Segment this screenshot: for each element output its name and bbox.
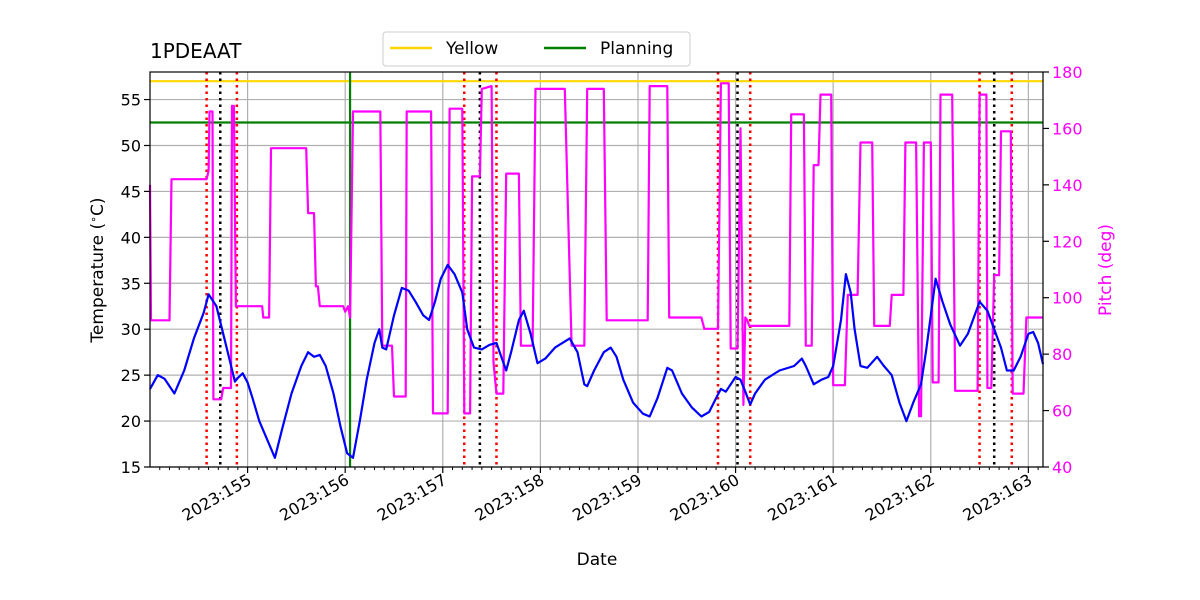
chart-title: 1PDEAAT [150, 39, 242, 63]
x-tick-label: 2023:156 [276, 470, 352, 525]
x-tick-label: 2023:163 [959, 470, 1035, 525]
x-tick-label: 2023:162 [862, 470, 938, 525]
x-tick-label: 2023:159 [569, 470, 645, 525]
legend-yellow-label: Yellow [445, 39, 498, 59]
y-left-tick-label: 30 [121, 320, 141, 339]
legend-frame [382, 31, 691, 67]
y-axis-left-label-degree: ∘ [87, 216, 100, 223]
y-right-tick-label: 80 [1052, 345, 1072, 364]
x-tick-label: 2023:155 [179, 470, 255, 525]
x-tick-label: 2023:157 [374, 470, 450, 525]
legend: Yellow Planning [382, 31, 691, 67]
y-left-tick-label: 50 [121, 136, 141, 155]
y-right-tick-label: 100 [1052, 289, 1083, 308]
y-axis-left: 15 20 25 30 35 40 45 50 55 [121, 91, 150, 477]
x-tick-label: 2023:161 [764, 470, 840, 525]
y-axis-right: 40 60 80 100 120 140 160 180 [1043, 63, 1083, 477]
event-lines [205, 72, 1014, 467]
y-right-tick-label: 180 [1052, 63, 1083, 82]
y-left-tick-label: 20 [121, 412, 141, 431]
series-pitch-line [148, 82, 1043, 418]
y-right-tick-label: 120 [1052, 232, 1083, 251]
y-axis-left-label-part-1: Temperature ( [88, 223, 108, 344]
y-right-tick-label: 40 [1052, 458, 1072, 477]
y-left-tick-label: 55 [121, 91, 141, 110]
y-left-tick-label: 40 [121, 228, 141, 247]
y-left-tick-label: 45 [121, 182, 141, 201]
plot-frame [149, 71, 1044, 468]
y-right-tick-label: 160 [1052, 119, 1083, 138]
legend-planning-label: Planning [600, 39, 673, 59]
x-axis-label: Date [577, 550, 618, 570]
y-axis-right-label: Pitch (deg) [1096, 224, 1116, 316]
grid [150, 72, 1043, 468]
y-right-tick-label: 140 [1052, 176, 1083, 195]
y-left-tick-label: 35 [121, 274, 141, 293]
series-temperature-line [149, 263, 1045, 459]
y-right-tick-label: 60 [1052, 402, 1072, 421]
y-axis-left-label: Temperature (∘C) [87, 197, 109, 343]
y-left-tick-label: 15 [121, 458, 141, 477]
x-tick-label: 2023:160 [667, 470, 743, 525]
series-layer [148, 82, 1045, 459]
limit-lines [150, 80, 1043, 124]
y-axis-left-label-part-2: C) [88, 197, 108, 216]
y-left-tick-label: 25 [121, 366, 141, 385]
x-axis: 2023:155 2023:156 2023:157 2023:158 2023:159… [159, 467, 1039, 525]
x-tick-label: 2023:158 [471, 470, 547, 525]
